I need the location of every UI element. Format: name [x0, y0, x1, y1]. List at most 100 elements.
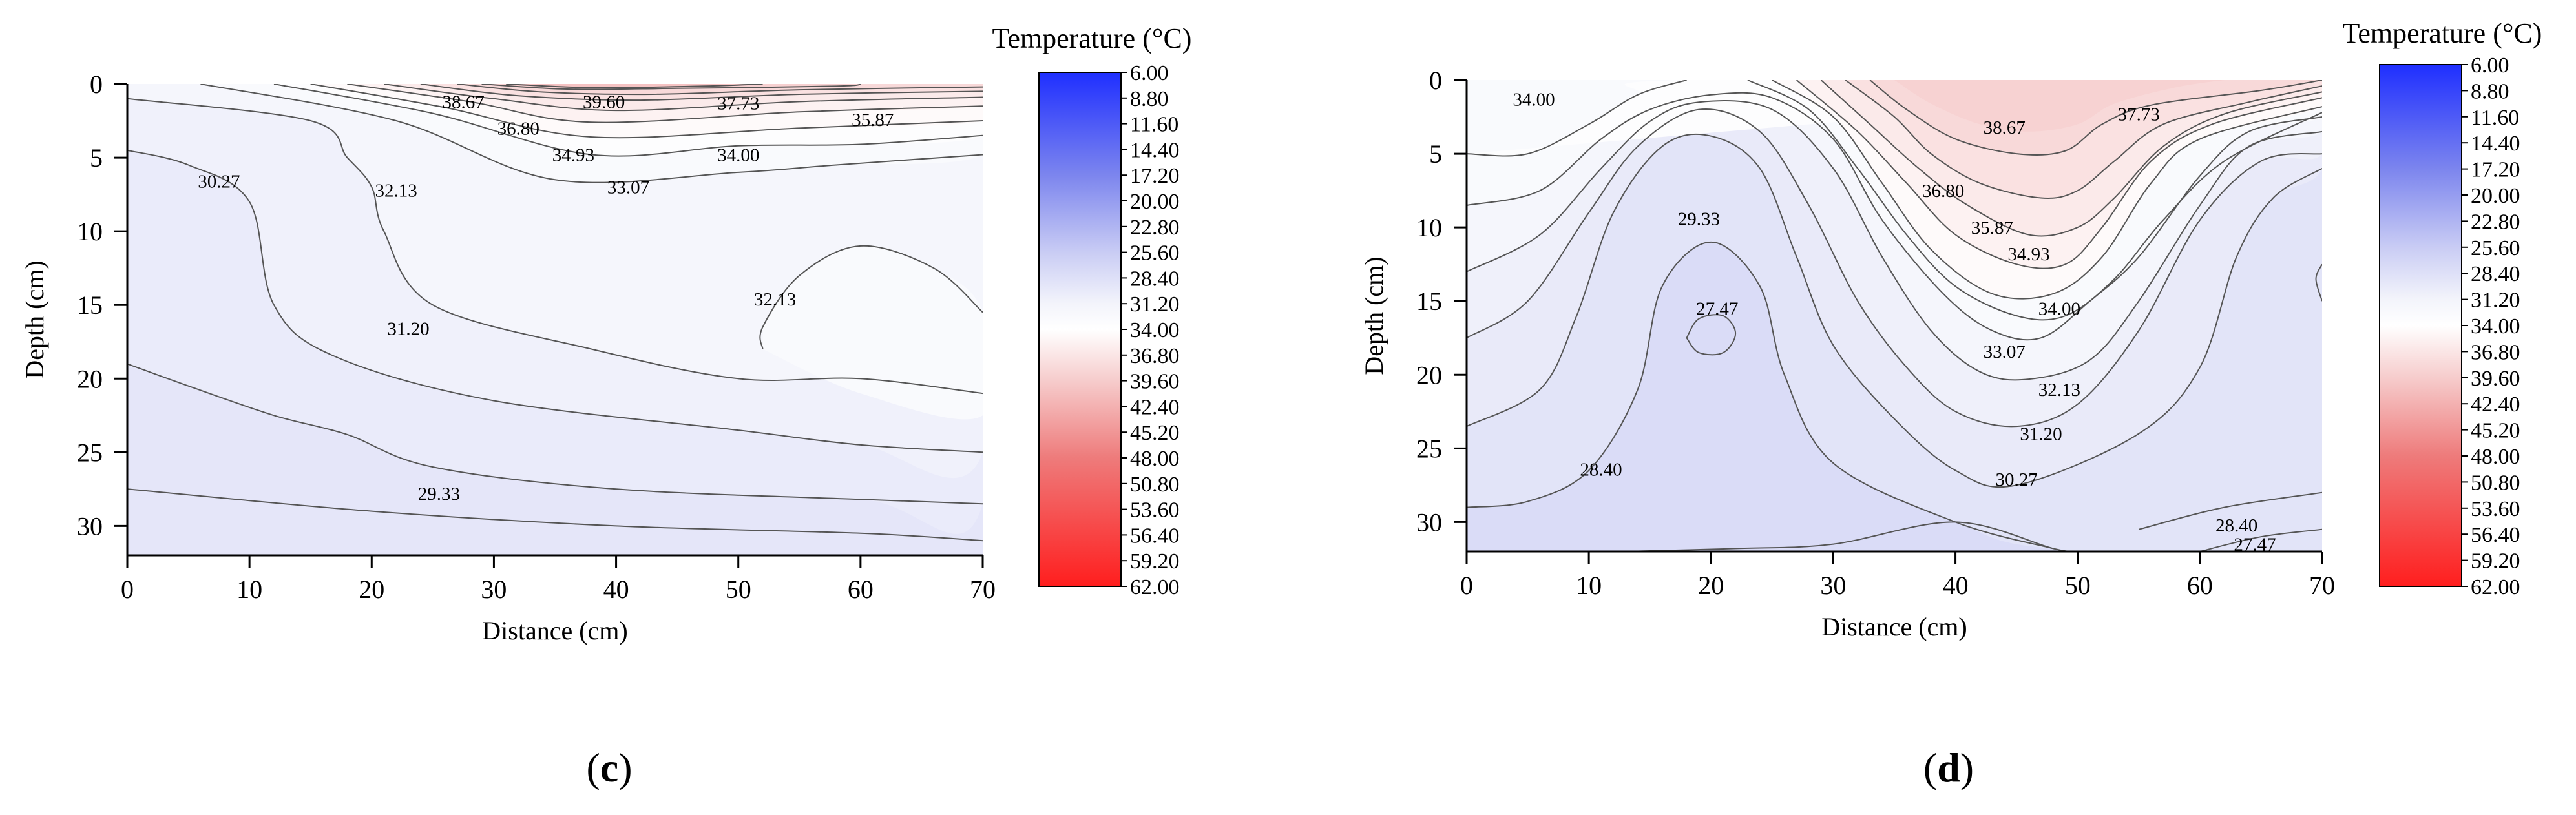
contour-line: [2315, 263, 2322, 302]
x-tick-label: 50: [2065, 571, 2091, 600]
colorbar-label: 62.00: [1130, 575, 1180, 599]
panel-label: (d): [1923, 745, 1974, 790]
y-tick-label: 10: [1416, 213, 1442, 242]
colorbar-label: 8.80: [2471, 79, 2509, 103]
contour-label: 36.80: [497, 118, 539, 139]
colorbar-label: 11.60: [2471, 106, 2519, 130]
colorbar-label: 11.60: [1130, 113, 1178, 137]
x-axis-title: Distance (cm): [482, 616, 627, 645]
contour-line: [1467, 80, 1687, 157]
contour-label: 35.87: [852, 110, 894, 130]
contour-label: 34.00: [1513, 90, 1555, 110]
colorbar-label: 20.00: [1130, 190, 1180, 214]
contour-line: [1796, 80, 2322, 269]
contour-label: 36.80: [1922, 181, 1964, 201]
contour-region: [1467, 80, 2322, 156]
contour-lines-d: [1467, 80, 2322, 552]
colorbar-label: 34.00: [2471, 315, 2520, 338]
x-tick-label: 70: [2309, 571, 2335, 600]
colorbar-label: 6.00: [1130, 61, 1169, 85]
contour-label: 32.13: [375, 180, 417, 201]
x-tick-label: 10: [1576, 571, 1602, 600]
colorbar-label: 53.60: [2471, 497, 2520, 521]
contour-line: [1820, 80, 2322, 237]
contour-fill-c: [127, 84, 983, 555]
colorbar-label: 56.40: [1130, 524, 1180, 548]
colorbar-label: 48.00: [1130, 447, 1180, 471]
x-tick-label: 50: [726, 575, 751, 604]
colorbar-label: 50.80: [1130, 473, 1180, 497]
contour-label: 28.40: [2215, 515, 2257, 536]
contour-region: [762, 245, 983, 420]
colorbar-label: 31.20: [1130, 293, 1180, 316]
y-tick-label: 25: [77, 438, 103, 467]
contour-line: [1845, 80, 2322, 199]
contour-line: [1467, 241, 2054, 550]
y-tick-label: 5: [90, 143, 103, 172]
colorbar-label: 59.20: [1130, 550, 1180, 573]
contour-line: [1467, 133, 2322, 488]
contour-line: [1869, 80, 2322, 156]
colorbar-label: 14.40: [2471, 132, 2520, 156]
contour-line: [506, 84, 763, 88]
contour-label: 34.00: [2038, 299, 2080, 320]
panel-label: (c): [586, 745, 632, 790]
contour-labels-d: 34.00 38.67 37.73 36.80 35.87 34.93 34.00 33.07…: [1513, 90, 2276, 555]
y-tick-label: 10: [77, 217, 103, 246]
contour-label: 29.33: [1678, 209, 1720, 229]
y-tick-label: 15: [1416, 287, 1442, 316]
x-axis-title: Distance (cm): [1821, 612, 1967, 641]
contour-label: 32.13: [754, 289, 796, 310]
contour-label: 29.33: [418, 484, 460, 504]
contour-label: 30.27: [1996, 469, 2038, 490]
contour-line: [2139, 491, 2322, 530]
colorbar-label: 50.80: [2471, 471, 2520, 495]
contour-line: [1747, 80, 2322, 321]
colorbar-label: 25.60: [1130, 242, 1180, 265]
contour-line: [273, 84, 983, 157]
contour-label: 33.07: [1984, 342, 2026, 362]
colorbar-label: 62.00: [2471, 575, 2520, 599]
contour-label: 33.07: [607, 178, 649, 198]
y-axis-title: Depth (cm): [1359, 256, 1388, 375]
contour-line: [1686, 314, 1737, 356]
contour-line: [127, 363, 983, 505]
contour-lines-c: [127, 84, 983, 542]
y-tick-label: 30: [77, 511, 103, 541]
contour-label: 37.73: [717, 94, 759, 114]
y-tick-label: 5: [1429, 139, 1442, 169]
contour-line: [1467, 108, 2322, 428]
colorbar-label: 31.20: [2471, 289, 2520, 313]
contour-region: [1894, 80, 2225, 132]
contour-label: 38.67: [443, 92, 485, 112]
x-tick-label: 30: [1820, 571, 1846, 600]
contour-line: [384, 84, 983, 112]
contour-label: 31.20: [387, 319, 429, 340]
contour-label: 32.13: [2038, 380, 2080, 400]
contour-label: 38.67: [1984, 118, 2026, 138]
contour-label: 37.73: [2118, 104, 2160, 125]
colorbar-label: 42.40: [1130, 395, 1180, 419]
y-tick-label: 25: [1416, 434, 1442, 463]
contour-label: 28.40: [1580, 459, 1622, 480]
colorbar-label: 17.20: [2471, 158, 2520, 182]
contour-line: [347, 84, 983, 123]
y-tick-label: 0: [90, 70, 103, 99]
colorbar-label: 45.20: [1130, 421, 1180, 445]
colorbar-label: 22.80: [2471, 210, 2520, 234]
x-tick-label: 40: [1943, 571, 1969, 600]
contour-label: 30.27: [198, 172, 240, 192]
contour-labels-c: 38.67 39.60 37.73 36.80 35.87 34.93 34.00 33.07…: [198, 92, 894, 504]
contour-line: [127, 488, 983, 542]
contour-label: 27.47: [1696, 299, 1738, 320]
contour-line: [457, 84, 983, 96]
colorbar-title: Temperature (°C): [992, 23, 1192, 54]
contour-label: 39.60: [583, 92, 625, 112]
colorbar-label: 36.80: [1130, 344, 1180, 368]
contour-line: [1467, 99, 2322, 381]
contour-line: [310, 84, 983, 139]
contour-line: [759, 245, 983, 349]
x-tick-label: 40: [603, 575, 629, 604]
x-tick-label: 10: [236, 575, 262, 604]
contour-label: 34.93: [2007, 244, 2049, 265]
